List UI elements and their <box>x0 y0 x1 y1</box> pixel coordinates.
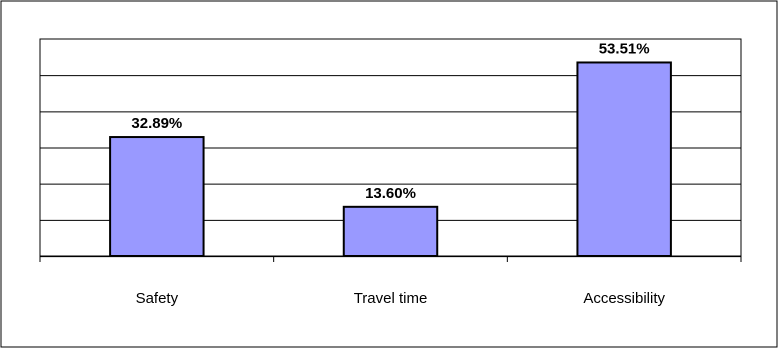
x-tick-label: Accessibility <box>583 290 665 307</box>
plot-area: 32.89% Safety 13.60% Travel time 53.51% Acces… <box>39 38 742 307</box>
data-label: 32.89% <box>131 115 182 132</box>
bar-accessibility <box>576 61 672 257</box>
bar-travel-time <box>342 205 439 258</box>
data-label: 53.51% <box>599 40 650 57</box>
x-tick-label: Safety <box>136 290 179 307</box>
data-label: 13.60% <box>365 185 416 202</box>
bar-safety <box>109 136 205 257</box>
x-tick-label: Travel time <box>354 290 428 307</box>
